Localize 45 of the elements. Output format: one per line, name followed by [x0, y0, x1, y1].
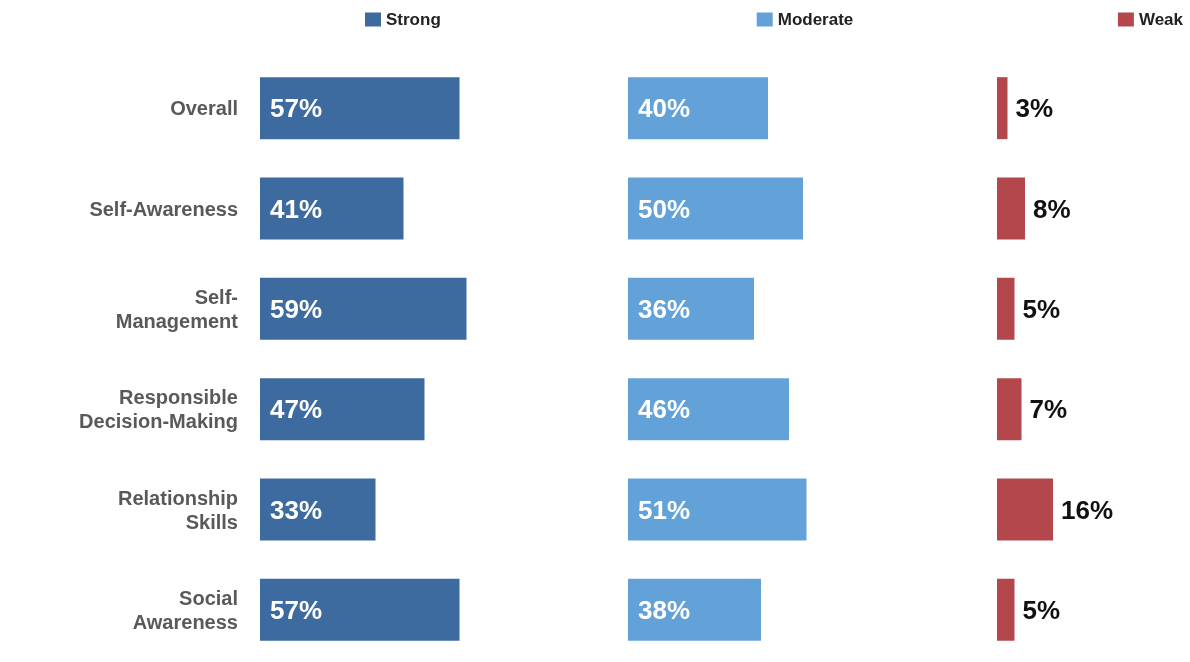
bar — [628, 378, 789, 441]
data-label: 5% — [1022, 293, 1061, 324]
bar — [260, 277, 467, 340]
data-label: 36% — [638, 293, 691, 324]
bar — [628, 177, 803, 240]
legend-label: Moderate — [777, 10, 854, 29]
data-label: 46% — [638, 394, 691, 425]
bar — [628, 77, 768, 140]
data-label: 38% — [638, 594, 691, 625]
legend-label: Strong — [386, 10, 441, 29]
bar — [628, 478, 807, 541]
bar — [260, 578, 460, 641]
legend-label: Weak — [1138, 10, 1184, 29]
data-label: 47% — [270, 394, 323, 425]
y-tick-label: Self-Awareness — [89, 197, 238, 220]
bar — [260, 478, 376, 541]
y-tick-label: Self- Management — [115, 285, 239, 332]
data-label: 59% — [270, 293, 323, 324]
data-label: 57% — [270, 93, 323, 124]
data-label: 57% — [270, 594, 323, 625]
data-label: 5% — [1022, 594, 1061, 625]
bar — [628, 277, 754, 340]
bar — [260, 378, 425, 441]
bar — [997, 177, 1025, 240]
y-tick-label: Social Awareness — [132, 586, 238, 633]
y-tick-label: Overall — [170, 97, 238, 120]
bar — [260, 77, 460, 140]
data-label: 7% — [1029, 394, 1068, 425]
bar — [997, 478, 1053, 541]
data-label: 8% — [1033, 193, 1071, 224]
y-tick-label: Relationship Skills — [117, 486, 238, 533]
data-label: 16% — [1061, 494, 1114, 525]
data-label: 51% — [638, 494, 691, 525]
bar — [997, 578, 1015, 641]
data-label: 50% — [638, 193, 691, 224]
data-label: 41% — [270, 193, 323, 224]
bar — [628, 578, 761, 641]
data-label: 40% — [638, 93, 691, 124]
bar — [997, 277, 1015, 340]
bar — [997, 77, 1008, 140]
bar — [997, 378, 1022, 441]
data-label: 3% — [1015, 93, 1054, 124]
data-label: 33% — [270, 494, 323, 525]
y-tick-label: Responsible Decision-Making — [79, 386, 238, 433]
bar — [260, 177, 404, 240]
